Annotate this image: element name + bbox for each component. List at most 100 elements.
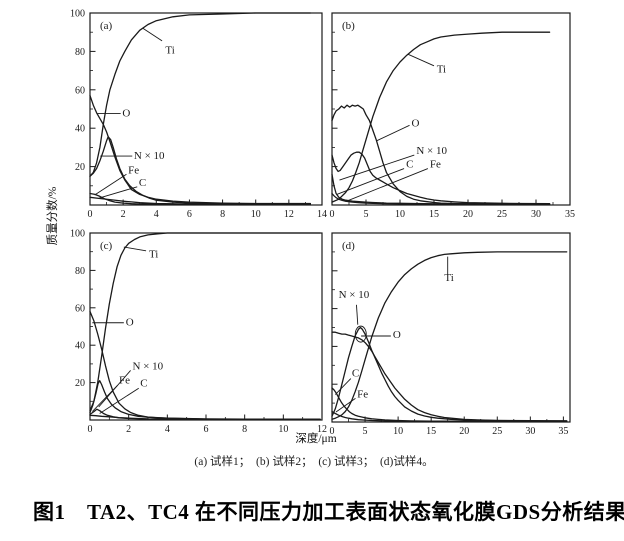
y-axis-label: 质量分数/% — [47, 186, 59, 246]
leader-line — [356, 304, 359, 325]
series-line-C — [89, 414, 321, 421]
leader-line — [376, 124, 410, 142]
curve-label-C: C — [352, 368, 359, 380]
leader-line — [98, 186, 138, 199]
x-tick-label: 15 — [426, 426, 436, 437]
x-tick-label: 20 — [459, 426, 469, 437]
x-tick-label: 0 — [330, 426, 335, 437]
series-line-Ti — [89, 232, 321, 412]
x-tick-label: 2 — [121, 209, 126, 220]
x-tick-label: 35 — [565, 209, 575, 220]
curve-label-N×10: N × 10 — [133, 361, 164, 373]
curve-label-N×10: N × 10 — [416, 145, 447, 157]
x-tick-label: 6 — [204, 424, 209, 435]
series-line-N×10 — [89, 380, 321, 420]
x-tick-label: 4 — [165, 424, 170, 435]
curve-label-O: O — [126, 317, 134, 329]
panel-label-d: (d) — [342, 240, 355, 252]
series-line-Ti — [89, 12, 312, 177]
leader-line — [336, 168, 405, 195]
series-line-Ti — [331, 251, 568, 420]
series-line-Fe — [331, 410, 568, 423]
panel-label-a: (a) — [100, 20, 113, 32]
x-tick-label: 0 — [88, 424, 93, 435]
series-line-N×10 — [331, 326, 568, 422]
leader-line — [99, 387, 139, 414]
curve-label-O: O — [393, 329, 401, 341]
plot-frame — [331, 12, 571, 206]
curve-label-C: C — [406, 159, 413, 171]
x-tick-label: 5 — [363, 426, 368, 437]
curve-label-O: O — [412, 117, 420, 129]
leader-line — [123, 246, 147, 252]
y-tick-label: 20 — [75, 162, 85, 173]
x-tick-label: 10 — [395, 209, 405, 220]
series-line-Fe — [331, 192, 551, 206]
curve-label-Fe: Fe — [128, 164, 139, 176]
leader-line — [91, 385, 118, 412]
x-tick-label: 5 — [364, 209, 369, 220]
x-tick-label: 8 — [220, 209, 225, 220]
y-tick-label: 40 — [75, 341, 85, 352]
curve-label-Ti: Ti — [165, 44, 174, 56]
y-tick-label: 100 — [70, 9, 85, 20]
leader-line — [334, 378, 352, 395]
y-tick-label: 80 — [75, 47, 85, 58]
panel-label-b: (b) — [342, 20, 355, 32]
x-tick-label: 10 — [393, 426, 403, 437]
x-tick-label: 20 — [463, 209, 473, 220]
x-tick-label: 10 — [251, 209, 261, 220]
curve-label-O: O — [122, 108, 130, 120]
curve-label-Ti: Ti — [437, 64, 446, 76]
panel-label-c: (c) — [100, 240, 113, 252]
curve-label-Fe: Fe — [357, 388, 368, 400]
leader-line — [335, 398, 356, 413]
y-tick-label: 100 — [70, 229, 85, 240]
leader-line — [407, 53, 435, 67]
series-line-N×10 — [331, 151, 551, 205]
x-tick-label: 4 — [154, 209, 159, 220]
x-tick-label: 12 — [317, 424, 327, 435]
x-tick-label: 0 — [88, 209, 93, 220]
y-tick-label: 20 — [75, 378, 85, 389]
curve-label-Ti: Ti — [149, 248, 158, 260]
curve-label-C: C — [139, 177, 146, 189]
leader-line — [345, 168, 429, 202]
curve-label-Fe: Fe — [119, 375, 130, 387]
y-tick-label: 80 — [75, 266, 85, 277]
leader-line — [339, 154, 415, 181]
leader-line — [142, 27, 163, 42]
x-tick-label: 35 — [558, 426, 568, 437]
y-tick-label: 40 — [75, 124, 85, 135]
crossing-circle-annotation — [354, 325, 367, 343]
series-line-Ti — [331, 31, 551, 203]
curve-label-Ti: Ti — [444, 272, 453, 284]
series-line-C — [89, 196, 312, 206]
x-tick-label: 25 — [492, 426, 502, 437]
leader-line — [94, 173, 127, 196]
x-tick-label: 15 — [429, 209, 439, 220]
y-tick-label: 60 — [75, 85, 85, 96]
subplot-d: 0 5 10 15 20 25 30 35 N × 10 O Ti C Fe (d) — [330, 232, 571, 437]
curve-label-N×10: N × 10 — [339, 289, 370, 301]
curve-label-C: C — [140, 377, 147, 389]
x-tick-label: 14 — [317, 209, 327, 220]
x-tick-label: 6 — [187, 209, 192, 220]
series-line-N×10 — [89, 136, 312, 205]
series-line-O — [89, 310, 321, 420]
x-tick-label: 0 — [330, 209, 335, 220]
series-line-O — [331, 331, 568, 422]
subplot-caption: (a) 试样1； (b) 试样2； (c) 试样3； (d)试样4。 — [194, 456, 434, 468]
x-tick-label: 2 — [126, 424, 131, 435]
x-tick-label: 10 — [278, 424, 288, 435]
subplot-a: 0 2 4 6 8 10 12 14 20 40 60 80 100 Ti O N × 10 FeC (a) — [70, 9, 327, 221]
curve-label-N×10: N × 10 — [134, 150, 165, 162]
x-tick-label: 25 — [497, 209, 507, 220]
x-tick-label: 30 — [525, 426, 535, 437]
series-line-O — [331, 104, 551, 205]
figure-title: 图1 TA2、TC4 在不同压力加工表面状态氧化膜GDS分析结果 — [33, 500, 624, 524]
series-line-C — [331, 173, 551, 205]
subplot-b: 0 5 10 15 20 25 30 35 Ti O N × 10C Fe (b) — [330, 12, 575, 220]
